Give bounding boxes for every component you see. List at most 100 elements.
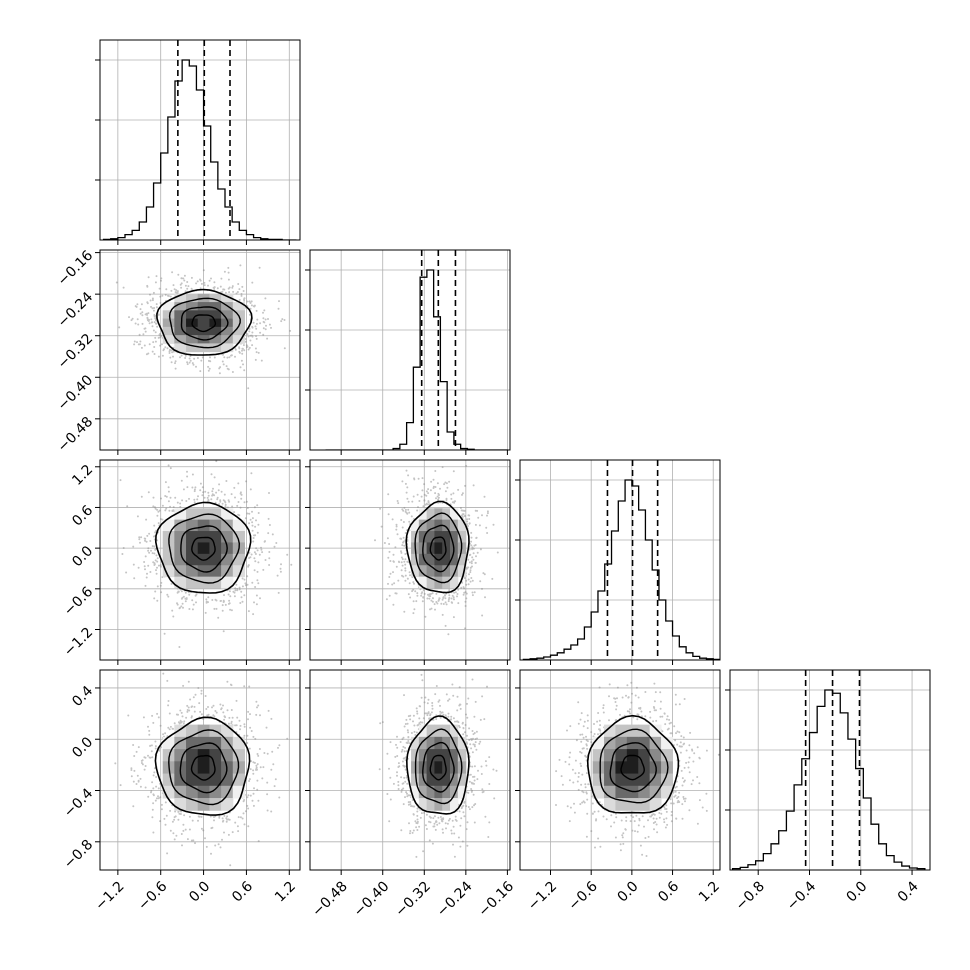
contour-line [191, 536, 216, 561]
histogram-step-line [102, 59, 297, 240]
density-cell [186, 576, 199, 589]
density-cell [174, 293, 187, 303]
x-tick-label: −0.16 [476, 878, 518, 920]
density-cell [209, 519, 222, 532]
panel-frame [729, 669, 931, 871]
scatter-panel-3-1 [310, 670, 510, 870]
y-tick-label: −0.16 [55, 248, 97, 290]
density-cell [209, 773, 222, 787]
panel-frame [309, 669, 511, 871]
x-tick-label: 1.2 [272, 878, 299, 905]
y-tick-label: −0.6 [61, 584, 96, 619]
density-cell [442, 531, 451, 543]
density-cell [418, 724, 428, 738]
density-cell [162, 542, 175, 555]
density-cell [604, 785, 616, 799]
histogram-panel-3 [730, 670, 930, 870]
density-cell [174, 343, 187, 353]
density-cell [442, 519, 451, 532]
density-cell [411, 736, 420, 750]
density-cell [426, 798, 435, 811]
contour-line [191, 314, 217, 333]
x-tick-label: −0.6 [566, 878, 601, 913]
density-cell [615, 749, 628, 762]
density-cell [186, 773, 199, 787]
contour-line [599, 728, 669, 804]
density-cell [232, 565, 245, 578]
density-cell [162, 310, 175, 320]
density-cell [418, 785, 428, 799]
contour-line [168, 297, 241, 349]
contour-line [422, 741, 455, 793]
y-tick-label: −0.4 [61, 785, 96, 820]
density-cell [604, 798, 616, 811]
density-cell [411, 749, 420, 762]
y-tick-label: −0.48 [55, 414, 97, 456]
density-cell [221, 310, 234, 320]
density-cell [162, 519, 175, 532]
density-cell [649, 724, 662, 738]
density-cell [411, 519, 420, 532]
density-cell [162, 302, 175, 311]
density-cell [457, 785, 467, 799]
density-cell [457, 519, 467, 532]
contour-line [429, 536, 447, 561]
contour-line [180, 306, 229, 341]
density-cell [174, 519, 187, 532]
density-cell [232, 310, 245, 320]
density-cell [221, 519, 234, 532]
density-cell [434, 761, 443, 775]
density-cell [434, 724, 443, 738]
density-cell [457, 553, 467, 566]
density-cell [457, 736, 467, 750]
scatter-panel-2-0 [100, 460, 300, 660]
panel-frame [309, 459, 511, 661]
density-cell [592, 785, 605, 799]
contour-line [180, 525, 228, 573]
density-cell [426, 773, 435, 787]
density-cell [174, 773, 187, 787]
density-cell [450, 508, 459, 521]
x-tick-label: 1.2 [696, 878, 723, 905]
histogram-panel-2 [520, 460, 720, 660]
density-cell [197, 542, 210, 555]
x-tick-label: 0.0 [615, 878, 642, 905]
density-cell [221, 576, 234, 589]
density-cell [426, 785, 435, 799]
x-tick-label: −0.4 [784, 878, 819, 913]
density-cell [209, 736, 222, 750]
contour-line [154, 716, 251, 816]
density-cell [197, 519, 210, 532]
density-cell [418, 798, 428, 811]
density-cell [174, 553, 187, 566]
density-cell [209, 302, 222, 311]
density-cell [232, 553, 245, 566]
density-cell [186, 565, 199, 578]
density-cell [186, 531, 199, 543]
density-cell [592, 761, 605, 775]
density-cell [638, 798, 651, 811]
density-cell [426, 553, 435, 566]
density-cell [450, 749, 459, 762]
density-cell [442, 785, 451, 799]
contour-line [609, 742, 657, 793]
density-cell [186, 335, 199, 344]
panel-frame [99, 459, 301, 661]
density-cell [661, 761, 673, 775]
density-cell [442, 553, 451, 566]
density-cell [186, 326, 199, 336]
density-cell [221, 343, 234, 353]
panel-frame [309, 249, 511, 451]
density-cell [186, 343, 199, 353]
contour-line [405, 500, 470, 594]
histogram-step-line [731, 689, 926, 870]
density-cell [186, 553, 199, 566]
density-cell [457, 565, 467, 578]
density-cell [232, 531, 245, 543]
contour-line [429, 754, 447, 781]
density-cell [450, 565, 459, 578]
density-cell [174, 749, 187, 762]
histogram-step-line [522, 479, 720, 660]
density-cell [186, 508, 199, 521]
